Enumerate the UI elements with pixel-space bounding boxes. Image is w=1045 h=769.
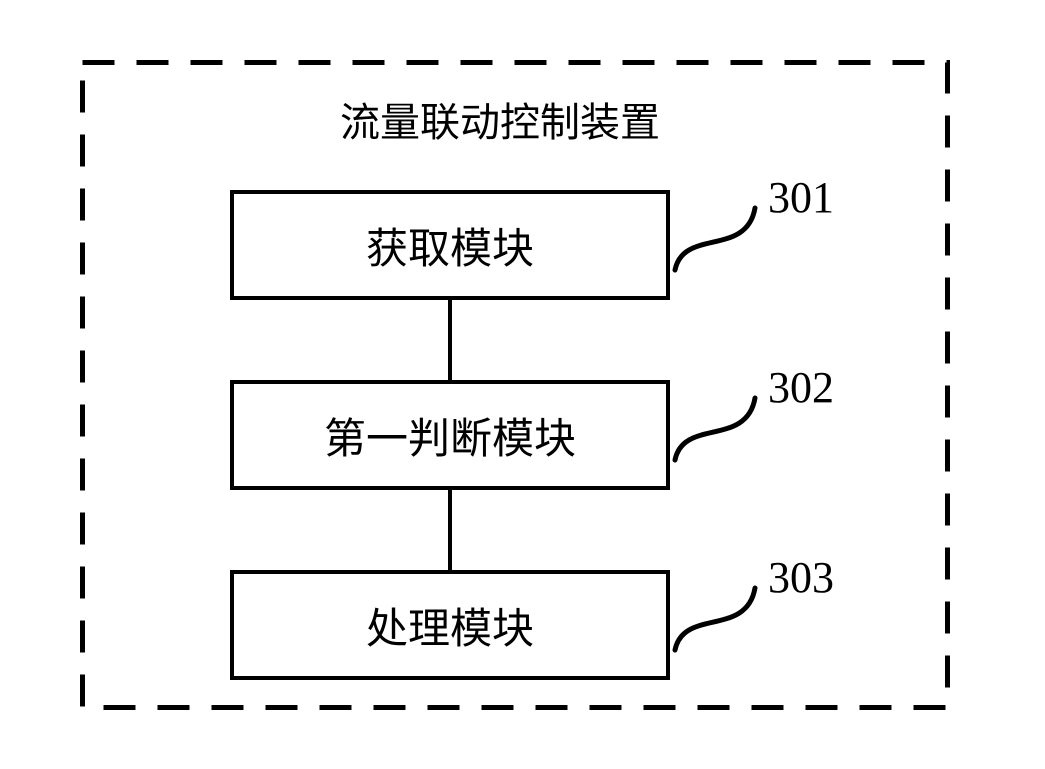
module-box: 处理模块 [230, 570, 670, 680]
module-label: 获取模块 [366, 215, 534, 276]
connector-line [446, 490, 454, 570]
reference-brace-icon [670, 203, 760, 275]
module-box: 第一判断模块 [230, 380, 670, 490]
reference-brace-icon [670, 393, 760, 465]
reference-number: 302 [768, 362, 834, 413]
reference-number: 301 [768, 172, 834, 223]
reference-brace-icon [670, 583, 760, 655]
module-label: 第一判断模块 [324, 405, 576, 466]
diagram-canvas: 流量联动控制装置 获取模块301第一判断模块302处理模块303 [0, 0, 1045, 769]
connector-line [446, 300, 454, 380]
reference-number: 303 [768, 552, 834, 603]
module-box: 获取模块 [230, 190, 670, 300]
module-label: 处理模块 [366, 595, 534, 656]
